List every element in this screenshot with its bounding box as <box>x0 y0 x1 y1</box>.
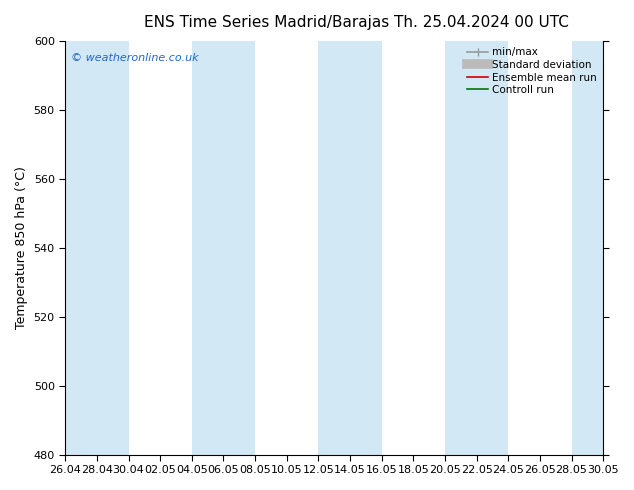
Bar <box>65 41 129 455</box>
Text: Th. 25.04.2024 00 UTC: Th. 25.04.2024 00 UTC <box>394 15 569 30</box>
Bar <box>445 41 508 455</box>
Text: © weatheronline.co.uk: © weatheronline.co.uk <box>70 53 198 64</box>
Text: ENS Time Series Madrid/Barajas: ENS Time Series Madrid/Barajas <box>144 15 389 30</box>
Bar <box>318 41 382 455</box>
Bar <box>571 41 603 455</box>
Bar <box>192 41 255 455</box>
Legend: min/max, Standard deviation, Ensemble mean run, Controll run: min/max, Standard deviation, Ensemble me… <box>463 43 601 99</box>
Y-axis label: Temperature 850 hPa (°C): Temperature 850 hPa (°C) <box>15 167 28 329</box>
